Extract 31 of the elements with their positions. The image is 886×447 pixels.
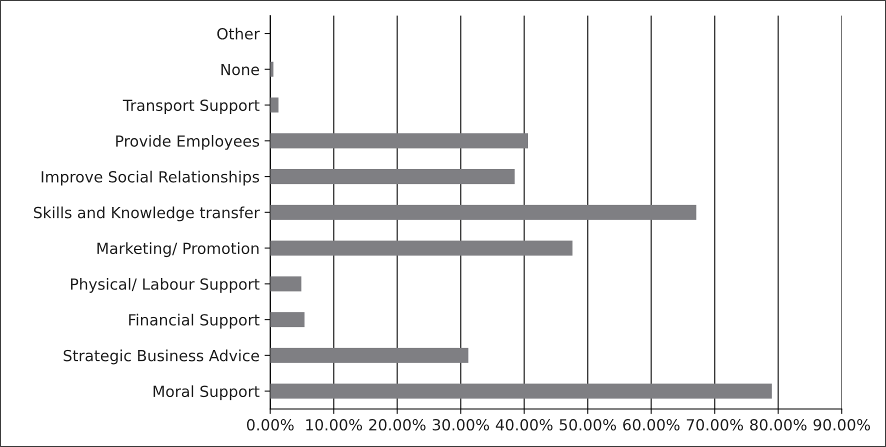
bar: [270, 348, 468, 363]
bar: [270, 98, 278, 113]
bar: [270, 276, 302, 292]
y-tick-label: Moral Support: [154, 385, 260, 400]
x-tick-label: 90.00%: [814, 418, 870, 431]
x-tick-label: 70.00%: [686, 418, 743, 431]
bar: [270, 384, 772, 399]
y-tick-label: Other: [217, 28, 260, 40]
y-tick-label: Transport Support: [122, 100, 260, 114]
bar: [270, 240, 572, 256]
x-tick-label: 10.00%: [306, 418, 362, 431]
bar: [270, 204, 696, 220]
x-tick-label: 30.00%: [432, 418, 490, 431]
x-tick-label: 80.00%: [750, 418, 806, 431]
y-tick-label: None: [221, 64, 259, 76]
x-tick-label: 50.00%: [560, 418, 616, 431]
x-tick-label: 40.00%: [496, 418, 552, 431]
y-tick-label: Skills and Knowledge transfer: [34, 206, 260, 222]
y-tick-label: Strategic Business Advice: [64, 350, 259, 364]
x-tick-label: 20.00%: [369, 418, 426, 431]
y-tick-label: Improve Social Relationships: [42, 170, 260, 186]
x-tick-label: 60.00%: [623, 418, 680, 431]
bar: [270, 133, 528, 148]
y-tick-label: Provide Employees: [116, 135, 260, 150]
bar: [270, 312, 305, 328]
bar: [270, 62, 274, 77]
y-tick-label: Physical/ Labour Support: [71, 278, 260, 293]
x-tick-label: 0.00%: [246, 418, 294, 431]
y-tick-label: Marketing/ Promotion: [97, 242, 259, 258]
bar: [270, 169, 515, 184]
y-tick-label: Financial Support: [129, 314, 260, 329]
